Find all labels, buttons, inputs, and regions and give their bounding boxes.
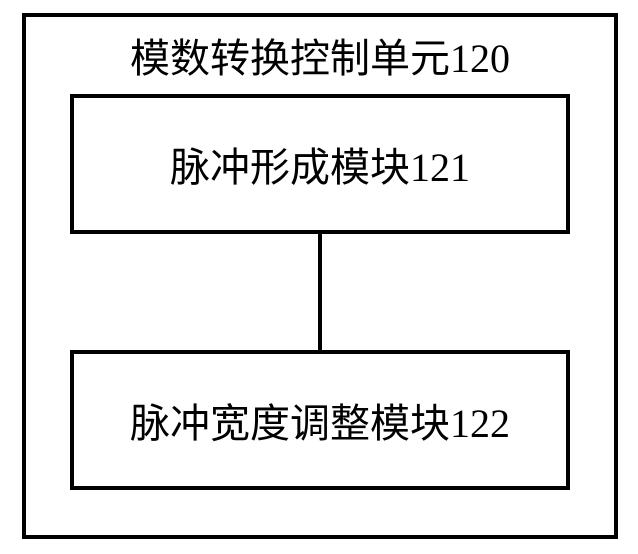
diagram-title: 模数转换控制单元120 [22, 26, 618, 84]
connector-0 [318, 234, 322, 350]
module-pulse-forming: 脉冲形成模块121 [70, 94, 570, 234]
module-pulse-width-adjust: 脉冲宽度调整模块122 [70, 350, 570, 490]
